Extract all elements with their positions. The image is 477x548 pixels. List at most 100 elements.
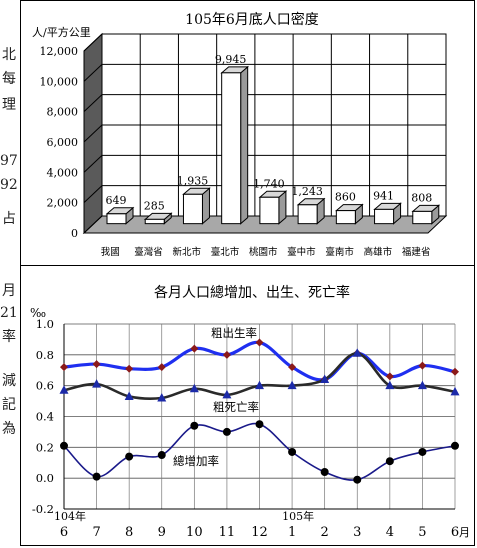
line-chart-ylabel: ‰ (30, 306, 46, 320)
data-point (92, 379, 102, 388)
y-tick-label: 0.8 (36, 348, 54, 362)
panel-divider (20, 265, 475, 266)
data-point (125, 364, 134, 373)
edge-char: 21 (0, 305, 18, 321)
edge-char: 占 (2, 211, 16, 227)
edge-char: 減 (2, 373, 16, 389)
edge-char: 每 (2, 71, 16, 87)
x-tick-label: 10 (186, 525, 203, 540)
edge-char: 記 (2, 397, 16, 413)
x-category-label: 福建省 (402, 246, 431, 258)
year-label: 105年 (282, 509, 314, 523)
data-point (59, 385, 69, 394)
bar-value-label: 1,935 (177, 174, 209, 187)
wall-gridline (83, 154, 103, 173)
x-tick-label: 8 (125, 525, 133, 540)
bar-value-label: 285 (144, 199, 165, 212)
x-category-label: 高雄市 (364, 246, 393, 258)
y-tick-label: -0.2 (32, 502, 54, 516)
bar (106, 213, 127, 225)
data-point (222, 350, 231, 359)
x-category-label: 桃園市 (249, 246, 278, 258)
bar-value-label: 941 (373, 189, 394, 202)
x-tick-label: 6 (451, 525, 459, 540)
data-point (255, 338, 264, 347)
bar (144, 218, 165, 225)
y-tick-label: 12,000 (40, 45, 79, 58)
bar-value-label: 9,945 (215, 53, 247, 66)
bar (182, 193, 203, 225)
x-unit-label: 月 (459, 526, 470, 539)
data-point (190, 344, 199, 353)
y-tick-label: 2,000 (47, 197, 79, 210)
bar-value-label: 808 (411, 191, 432, 204)
data-point (157, 451, 166, 460)
data-point (60, 441, 68, 450)
data-point (418, 361, 427, 370)
x-category-label: 我國 (101, 247, 120, 258)
data-point (190, 421, 199, 430)
wall-gridline (83, 124, 103, 143)
bar (221, 72, 242, 225)
wall-gridline (83, 33, 103, 52)
bar-chart-title: 105年6月底人口密度 (185, 11, 319, 28)
data-point (157, 363, 166, 372)
year-label: 104年 (54, 509, 86, 523)
edge-char: 月 (2, 283, 16, 299)
x-tick-label: 1 (288, 525, 296, 540)
data-point (288, 447, 297, 456)
data-point (222, 389, 232, 399)
data-point (222, 427, 231, 436)
y-tick-label: 8,000 (47, 106, 79, 119)
data-point (450, 386, 460, 396)
edge-char: 為 (2, 421, 16, 437)
bar-value-label: 1,243 (291, 185, 323, 198)
data-point (124, 391, 134, 400)
x-tick-label: 2 (321, 525, 329, 540)
bar (412, 210, 433, 225)
series-label: 粗出生率 (211, 326, 257, 340)
data-point (255, 380, 264, 390)
data-point (418, 447, 427, 456)
edge-char: 97 (0, 153, 18, 169)
data-point (157, 393, 167, 402)
x-tick-label: 4 (386, 525, 394, 540)
data-point (385, 457, 394, 466)
y-tick-label: 0.4 (36, 410, 54, 424)
y-tick-label: 6,000 (47, 136, 79, 149)
data-point (417, 380, 427, 390)
data-point (60, 363, 68, 372)
x-tick-label: 11 (219, 525, 236, 540)
x-category-label: 臺北市 (211, 246, 240, 258)
data-point (352, 348, 362, 357)
x-tick-label: 7 (92, 525, 100, 540)
x-tick-label: 3 (353, 525, 361, 540)
edge-char: 92 (0, 177, 18, 193)
wall-gridline (83, 185, 103, 204)
wall-gridline (83, 94, 103, 113)
bar-chart: 105年6月底人口密度 人/平方公里 0 2,000 4,000 6,000 8,000… (32, 11, 448, 258)
x-category-label: 新北市 (172, 246, 201, 258)
edge-char: 理 (2, 97, 16, 113)
data-point (385, 372, 394, 381)
wall-gridline (83, 215, 103, 234)
y-tick-label: 0.0 (36, 471, 54, 485)
edge-char: 北 (2, 47, 16, 63)
data-point (353, 475, 362, 484)
data-point (189, 383, 199, 393)
data-point (320, 468, 329, 476)
data-point (320, 374, 330, 383)
x-category-label: 臺南市 (325, 246, 354, 258)
line-chart-title: 各月人口總增加、出生、死亡率 (154, 284, 350, 301)
bar (259, 196, 280, 225)
data-point (451, 367, 459, 376)
x-tick-label: 5 (418, 525, 426, 540)
y-tick-label: 0.2 (36, 440, 54, 454)
y-tick-label: 10,000 (40, 75, 79, 88)
x-tick-label: 12 (251, 525, 268, 540)
x-category-label: 臺灣省 (134, 246, 163, 258)
data-point (288, 363, 297, 372)
bar (335, 210, 356, 225)
data-point (385, 380, 395, 390)
bar (374, 208, 395, 225)
